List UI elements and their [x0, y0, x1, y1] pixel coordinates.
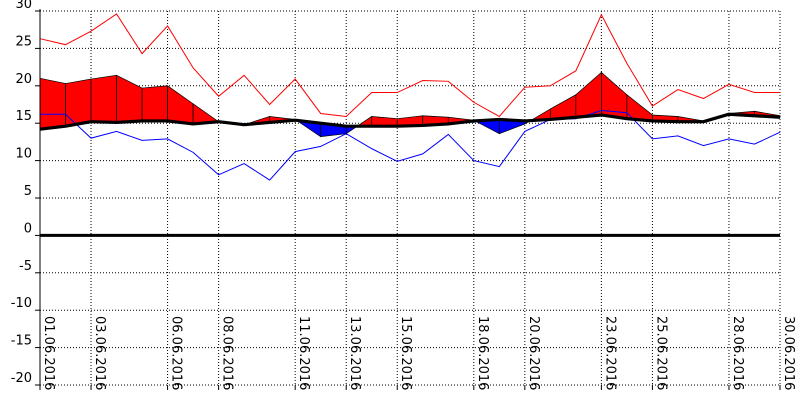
y-tick-label: 20 — [15, 72, 32, 87]
normal-temperature-line — [39, 112, 781, 131]
x-tick-label: 20.06.2016 — [526, 316, 541, 390]
max-temperature-line — [39, 13, 780, 118]
y-tick-label: 30 — [15, 0, 32, 12]
y-tick-label: 25 — [15, 34, 32, 49]
warm-anomaly-area — [65, 78, 92, 127]
series-lines — [39, 13, 781, 181]
y-tick-label: -20 — [11, 371, 32, 386]
warm-anomaly-area — [90, 74, 117, 123]
x-tick-label: 01.06.2016 — [41, 316, 56, 390]
x-tick-label: 30.06.2016 — [781, 316, 796, 390]
x-tick-labels: 01.06.2016 03.06.2016 06.06.2016 08.06.2016… — [41, 316, 796, 390]
y-tick-labels: 30 25 20 15 10 5 0 -5 -10 -15 -20 — [11, 0, 32, 386]
x-tick-label: 03.06.2016 — [92, 316, 107, 390]
warm-anomaly-area — [141, 85, 168, 122]
x-tick-label: 13.06.2016 — [347, 316, 362, 390]
x-tick-label: 23.06.2016 — [602, 316, 617, 390]
warm-anomaly-area — [39, 77, 66, 130]
x-tick-label: 08.06.2016 — [220, 316, 235, 390]
y-tick-label: 5 — [24, 184, 32, 199]
y-tick-label: -5 — [19, 259, 32, 274]
y-tick-label: 0 — [24, 221, 32, 236]
axes — [35, 9, 781, 390]
y-tick-label: -15 — [11, 334, 32, 349]
x-tick-label: 15.06.2016 — [398, 316, 413, 390]
x-tick-label: 06.06.2016 — [169, 316, 184, 390]
y-tick-label: 10 — [15, 147, 32, 162]
x-tick-label: 11.06.2016 — [296, 316, 311, 390]
min-temperature-line — [40, 109, 781, 181]
x-tick-label: 18.06.2016 — [475, 316, 490, 390]
x-tick-label: 28.06.2016 — [730, 316, 745, 390]
y-tick-label: -10 — [11, 296, 32, 311]
anomaly-fill — [39, 71, 781, 138]
x-tick-label: 25.06.2016 — [653, 316, 668, 390]
y-tick-label: 15 — [15, 109, 32, 124]
